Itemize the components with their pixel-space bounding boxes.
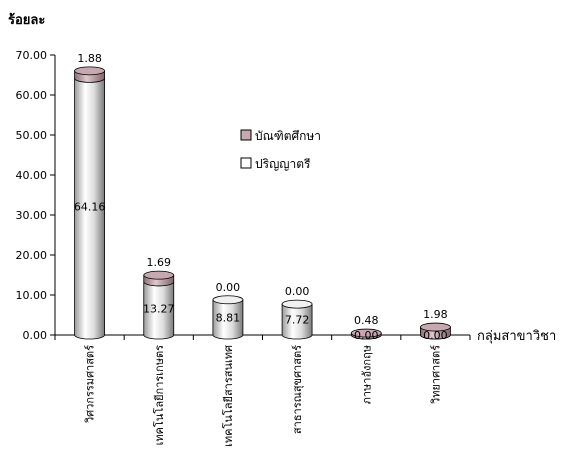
bar-stack [143, 270, 175, 340]
bar-stack [350, 328, 382, 340]
bar-stack [420, 322, 451, 340]
axes: 0.00 10.00 20.00 30.00 40.00 50.00 60.00 70.00 [16, 49, 471, 342]
data-label-graduate: 1.69 [147, 256, 172, 269]
data-label-undergraduate: 0.00 [423, 329, 448, 342]
legend-swatch [240, 157, 252, 169]
bar-undergraduate [212, 299, 244, 340]
bar-undergraduate [281, 303, 313, 340]
data-label-undergraduate: 64.16 [74, 201, 106, 214]
bars [74, 66, 451, 340]
legend-label: ปริญญาตรี [255, 157, 311, 171]
bar-top-cap [212, 295, 244, 305]
y-tick-label: 0.00 [23, 329, 48, 342]
legend-box [236, 122, 344, 182]
x-axis-title: กลุ่มสาขาวิชา [477, 329, 556, 344]
y-tick-label: 50.00 [16, 129, 48, 142]
category-labels: วิศวกรรมศาสตร์ เทคโนโลยีการเกษตร เทคโนโลยี… [84, 345, 443, 447]
data-label-graduate: 1.88 [77, 52, 102, 65]
category-label: ภาษาอังกฤษ [360, 345, 373, 404]
legend-swatch [240, 129, 252, 141]
data-label-graduate: 0.48 [354, 314, 379, 327]
y-tick-label: 20.00 [16, 249, 48, 262]
data-label-undergraduate: 0.00 [354, 329, 379, 342]
bar-top-cap [143, 270, 175, 280]
y-tick-label: 70.00 [16, 49, 48, 62]
bar-top-cap [420, 322, 451, 332]
bar-top-cap [74, 66, 105, 76]
data-label-undergraduate: 8.81 [216, 311, 241, 324]
y-axis-title: ร้อยละ [8, 12, 45, 28]
bar-top-cap [281, 299, 313, 309]
category-label: เทคโนโลยีการเกษตร [152, 345, 166, 445]
category-label: สาธารณสุขศาสตร์ [291, 345, 304, 434]
bar-stack [74, 66, 105, 340]
bar-top-cap [350, 328, 382, 338]
bar-stack [281, 299, 313, 340]
category-label: วิทยาศาสตร์ [429, 345, 442, 405]
bar-stack [212, 295, 244, 340]
legend-label: บัณฑิตศึกษา [255, 129, 321, 143]
data-label-undergraduate: 13.27 [143, 302, 175, 315]
y-tick-label: 40.00 [16, 169, 48, 182]
y-tick-label: 60.00 [16, 89, 48, 102]
bar-undergraduate [74, 77, 105, 340]
data-label-graduate: 0.00 [285, 285, 310, 298]
data-label-graduate: 1.98 [423, 308, 448, 321]
data-label-graduate: 0.00 [216, 281, 241, 294]
bar-undergraduate [143, 281, 175, 340]
data-labels: 1.88 64.16 1.69 13.27 0.00 8.81 0.00 7.72 0.48 0.… [74, 52, 448, 342]
y-tick-label: 30.00 [16, 209, 48, 222]
y-tick-label: 10.00 [16, 289, 48, 302]
category-label: เทคโนโลยีสารสนเทศ [221, 345, 235, 447]
category-label: วิศวกรรมศาสตร์ [84, 345, 97, 424]
data-label-undergraduate: 7.72 [285, 314, 310, 327]
